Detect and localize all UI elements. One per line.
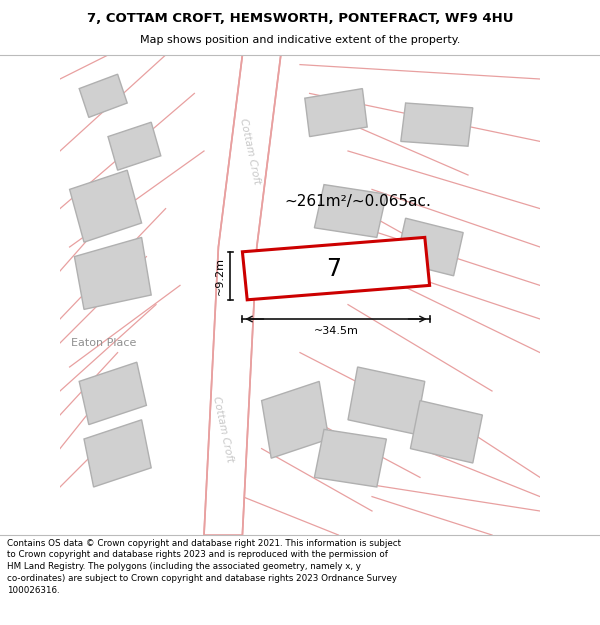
Polygon shape [242, 238, 430, 300]
Text: Cottam Croft: Cottam Croft [238, 117, 262, 185]
Text: Cottam Croft: Cottam Croft [211, 396, 235, 463]
Polygon shape [79, 74, 127, 118]
Polygon shape [262, 381, 329, 458]
Polygon shape [108, 122, 161, 170]
Polygon shape [401, 103, 473, 146]
Polygon shape [314, 429, 386, 487]
Polygon shape [314, 184, 386, 238]
Polygon shape [79, 362, 146, 424]
Text: ~34.5m: ~34.5m [314, 326, 358, 336]
Polygon shape [396, 218, 463, 276]
Polygon shape [84, 420, 151, 487]
Text: 7: 7 [326, 257, 341, 281]
Text: 7, COTTAM CROFT, HEMSWORTH, PONTEFRACT, WF9 4HU: 7, COTTAM CROFT, HEMSWORTH, PONTEFRACT, … [87, 12, 513, 25]
Text: Eaton Place: Eaton Place [71, 338, 136, 348]
Text: ~261m²/~0.065ac.: ~261m²/~0.065ac. [284, 194, 431, 209]
Polygon shape [70, 170, 142, 242]
Polygon shape [348, 367, 425, 434]
Polygon shape [74, 238, 151, 309]
Polygon shape [305, 89, 367, 137]
Text: ~9.2m: ~9.2m [215, 257, 224, 295]
Polygon shape [410, 401, 482, 463]
Polygon shape [204, 55, 281, 535]
Text: Contains OS data © Crown copyright and database right 2021. This information is : Contains OS data © Crown copyright and d… [7, 539, 401, 595]
Text: Map shows position and indicative extent of the property.: Map shows position and indicative extent… [140, 35, 460, 45]
